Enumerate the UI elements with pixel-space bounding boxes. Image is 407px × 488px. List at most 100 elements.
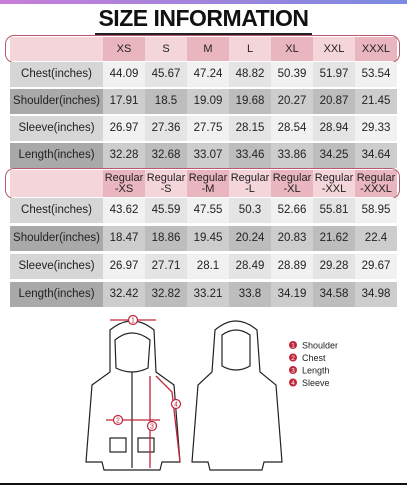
legend-number: 4: [291, 380, 295, 387]
legend-number: 1: [291, 343, 295, 350]
size-value: 27.75: [187, 116, 229, 141]
size-value: 19.09: [187, 89, 229, 114]
size-value: 18.5: [145, 89, 187, 114]
size-value: 26.97: [103, 116, 145, 141]
marker-number: 3: [150, 424, 154, 431]
back-jacket: [191, 320, 283, 471]
marker-circle: [112, 414, 124, 426]
legend-label: Sleeve: [302, 378, 330, 388]
header-text: M: [203, 42, 213, 55]
size-value: 21.62: [313, 226, 355, 251]
front-jacket: [85, 320, 181, 471]
size-value: 27.36: [145, 116, 187, 141]
legend-circle: [289, 378, 297, 387]
size-value: 20.83: [271, 226, 313, 251]
size-value: 34.98: [355, 282, 397, 307]
header-cell: Regular -XXXL: [355, 170, 397, 197]
size-value: 33.21: [187, 282, 229, 307]
row-label: Chest(inches): [10, 198, 103, 223]
sleeve-line: [155, 375, 181, 463]
header-cell: L: [229, 37, 271, 61]
header-cell: XXL: [313, 37, 355, 61]
header-cell: Regular -L: [229, 170, 271, 197]
pocket: [137, 437, 155, 453]
size-value: 55.81: [313, 198, 355, 223]
size-value: 34.19: [271, 282, 313, 307]
header-cell: XXXL: [355, 37, 397, 61]
size-value: 50.39: [271, 62, 313, 87]
header-text: XS: [116, 42, 132, 55]
title-underline: [95, 33, 312, 35]
header-text: S: [162, 42, 170, 55]
size-value: 34.58: [313, 282, 355, 307]
marker-number: 2: [116, 418, 120, 425]
header-text: Regular: [104, 171, 144, 184]
row-label: Length(inches): [10, 282, 103, 307]
header-label-cell: [10, 170, 103, 197]
size-value: 18.47: [103, 226, 145, 251]
header-text: Regular: [146, 171, 186, 184]
size-value: 28.94: [313, 116, 355, 141]
row-label: Sleeve(inches): [10, 254, 103, 279]
header-label-cell: [10, 37, 103, 61]
size-value: 29.28: [313, 254, 355, 279]
size-value: 34.25: [313, 143, 355, 168]
row-label: Shoulder(inches): [10, 89, 103, 114]
row-label: Chest(inches): [10, 62, 103, 87]
size-value: 28.15: [229, 116, 271, 141]
legend-label: Shoulder: [302, 341, 338, 351]
size-value: 53.54: [355, 62, 397, 87]
header-text: -XXXL: [360, 182, 392, 195]
size-value: 27.71: [145, 254, 187, 279]
header-text: Regular: [230, 171, 270, 184]
size-value: 50.3: [229, 198, 271, 223]
legend-circle: [289, 366, 297, 374]
size-value: 47.55: [187, 198, 229, 223]
size-value: 45.59: [145, 198, 187, 223]
size-value: 29.33: [355, 116, 397, 141]
header-text: XL: [285, 42, 299, 55]
marker-number: 1: [131, 318, 135, 325]
header-text: -XXL: [321, 182, 347, 195]
size-value: 43.62: [103, 198, 145, 223]
header-cell: Regular -XXL: [313, 170, 355, 197]
size-value: 26.97: [103, 254, 145, 279]
size-value: 52.66: [271, 198, 313, 223]
marker-number: 4: [174, 402, 178, 409]
header-text: L: [246, 42, 254, 55]
size-value: 19.68: [229, 89, 271, 114]
size-value: 20.87: [313, 89, 355, 114]
size-value: 21.45: [355, 89, 397, 114]
size-value: 51.97: [313, 62, 355, 87]
row-label: Sleeve(inches): [10, 116, 103, 141]
size-value: 32.28: [103, 143, 145, 168]
size-value: 32.42: [103, 282, 145, 307]
size-value: 28.1: [187, 254, 229, 279]
size-value: 33.86: [271, 143, 313, 168]
title: SIZE INFORMATION: [98, 5, 309, 31]
marker-circle: [146, 420, 158, 432]
header-cell: Regular -XL: [271, 170, 313, 197]
header-cell: M: [187, 37, 229, 61]
legend-label: Chest: [302, 353, 326, 363]
header-cell: XL: [271, 37, 313, 61]
row-label: Length(inches): [10, 143, 103, 168]
header-cell: S: [145, 37, 187, 61]
size-value: 18.86: [145, 226, 187, 251]
header-cell: Regular -M: [187, 170, 229, 197]
pocket: [109, 437, 127, 453]
legend-circle: [289, 353, 297, 362]
header-text: XXL: [323, 42, 345, 55]
marker-circle: [127, 314, 139, 326]
size-value: 58.95: [355, 198, 397, 223]
size-value: 20.27: [271, 89, 313, 114]
legend-label: Length: [302, 366, 330, 376]
size-value: 20.24: [229, 226, 271, 251]
size-value: 17.91: [103, 89, 145, 114]
row-label: Shoulder(inches): [10, 226, 103, 251]
size-value: 28.49: [229, 254, 271, 279]
size-value: 29.67: [355, 254, 397, 279]
header-text: -S: [160, 182, 172, 195]
